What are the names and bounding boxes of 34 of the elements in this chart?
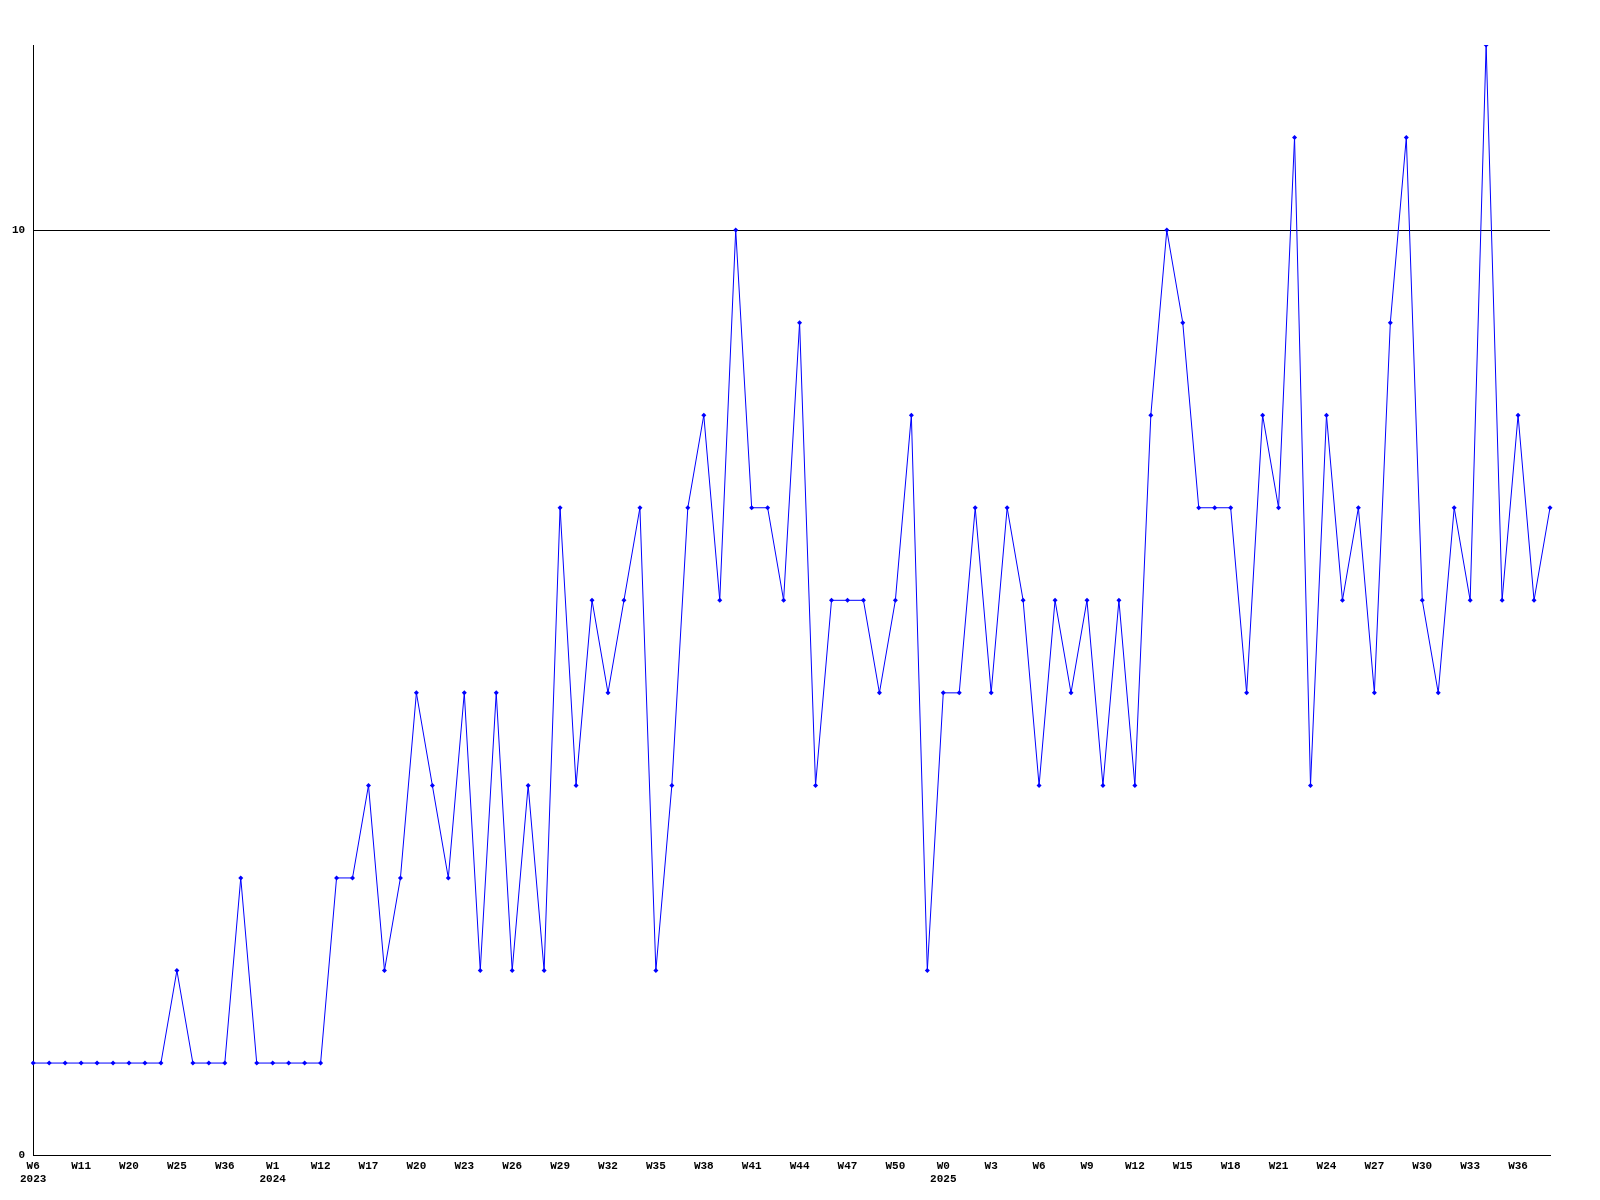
x-tick-label: W25 bbox=[166, 1159, 188, 1172]
x-tick-label: W1 2024 bbox=[259, 1159, 287, 1186]
y-tick-label: 0 bbox=[18, 1149, 26, 1162]
x-tick-label: W0 2025 bbox=[930, 1159, 957, 1186]
x-tick-label: W21 bbox=[1268, 1159, 1289, 1172]
x-tick-label: W44 bbox=[789, 1159, 810, 1172]
x-tick-label: W26 bbox=[502, 1159, 523, 1172]
x-tick-label: W17 bbox=[358, 1159, 379, 1172]
x-tick-label: W35 bbox=[645, 1159, 667, 1172]
x-tick-label: W18 bbox=[1220, 1159, 1241, 1172]
x-tick-label: W50 bbox=[885, 1159, 906, 1172]
y-tick-label: 10 bbox=[12, 223, 26, 236]
x-tick-label: W36 bbox=[1508, 1159, 1528, 1172]
x-tick-label: W33 bbox=[1460, 1159, 1481, 1172]
x-tick-label: W15 bbox=[1172, 1159, 1194, 1172]
x-tick-label: W6 2023 bbox=[20, 1159, 47, 1186]
x-tick-label: W20 bbox=[119, 1159, 139, 1172]
x-tick-label: W3 bbox=[984, 1159, 999, 1172]
x-tick-label: W11 bbox=[71, 1159, 92, 1172]
x-tick-label: W12 bbox=[1124, 1159, 1145, 1172]
x-tick-label: W32 bbox=[598, 1159, 618, 1172]
x-tick-label: W20 bbox=[406, 1159, 427, 1172]
x-tick-label: W24 bbox=[1316, 1159, 1337, 1172]
x-tick-label: W6 bbox=[1032, 1159, 1046, 1172]
x-tick-label: W23 bbox=[454, 1159, 475, 1172]
x-tick-label: W27 bbox=[1364, 1159, 1385, 1172]
x-tick-label: W41 bbox=[741, 1159, 762, 1172]
x-tick-label: W12 bbox=[310, 1159, 331, 1172]
x-tick-label: W36 bbox=[214, 1159, 235, 1172]
x-tick-label: W9 bbox=[1080, 1159, 1094, 1172]
x-tick-label: W38 bbox=[693, 1159, 715, 1172]
x-tick-label: W47 bbox=[837, 1159, 858, 1172]
x-tick-label: W30 bbox=[1412, 1159, 1433, 1172]
x-tick-label: W29 bbox=[550, 1159, 570, 1172]
